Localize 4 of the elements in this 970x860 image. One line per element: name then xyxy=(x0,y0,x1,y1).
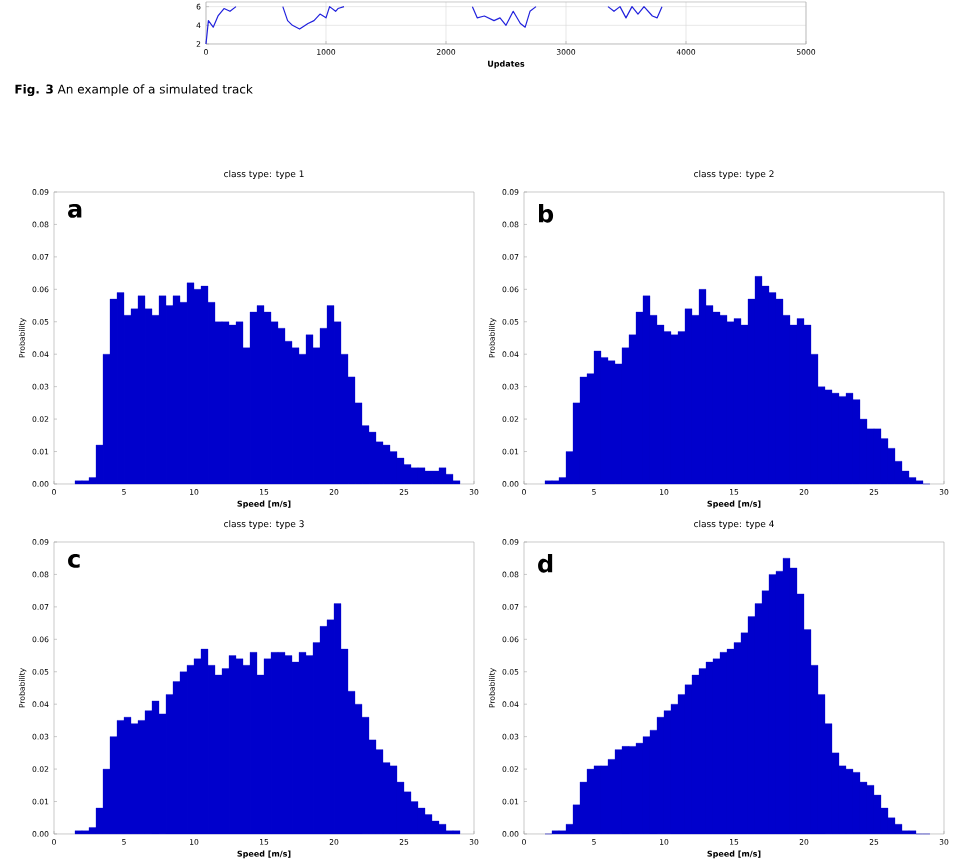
annotation: b xyxy=(539,204,554,223)
annotation: a xyxy=(68,204,82,218)
annotation: d xyxy=(538,554,553,573)
annotation: c xyxy=(68,554,80,568)
